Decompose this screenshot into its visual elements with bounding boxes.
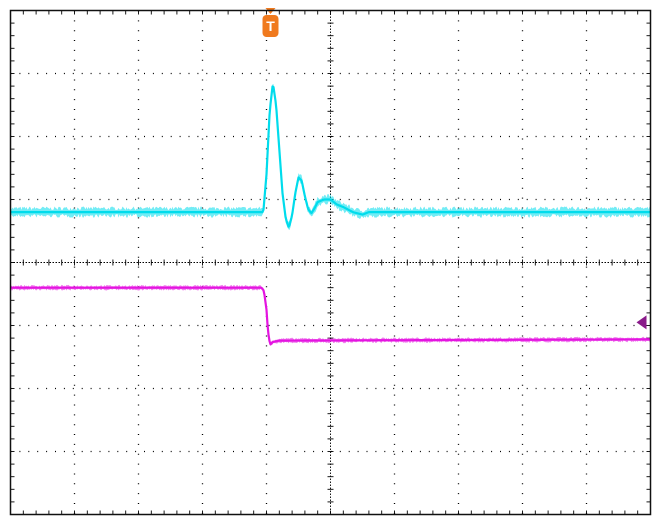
trace-2-line [10,286,651,346]
trace-1-line [10,85,651,228]
screen-border [9,9,652,516]
channel-level-marker [636,315,647,330]
traces [10,84,651,346]
markers: T [262,8,647,330]
trigger-label: T [266,18,275,34]
trigger-badge [262,15,279,37]
